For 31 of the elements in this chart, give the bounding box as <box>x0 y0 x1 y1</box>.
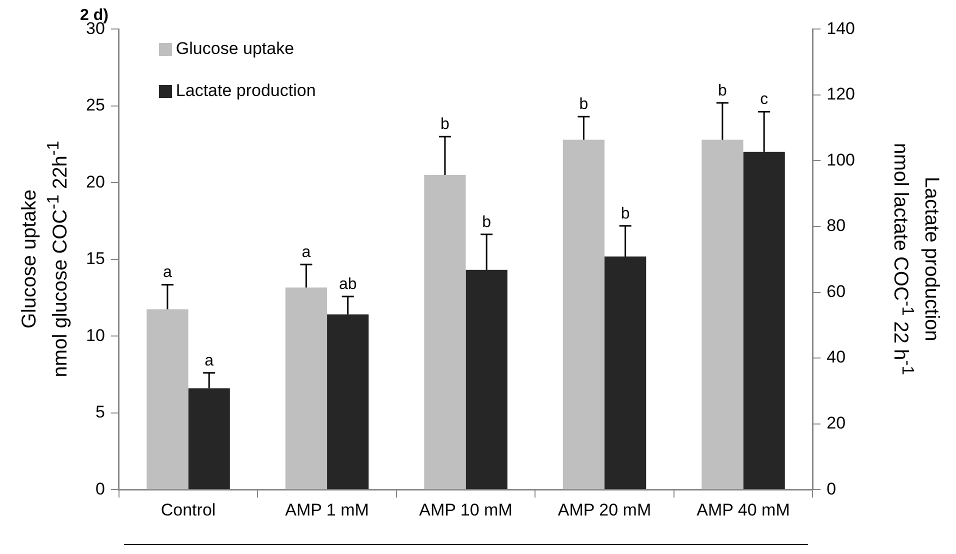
data-label: c <box>760 91 768 108</box>
x-tick-label: Control <box>160 500 216 520</box>
y-tick-label: 20 <box>86 172 105 192</box>
legend-label: Glucose uptake <box>176 39 294 60</box>
x-tick-label: AMP 20 mM <box>558 500 652 520</box>
data-label: a <box>302 244 311 261</box>
data-label: b <box>482 214 492 231</box>
legend-label: Lactate production <box>176 81 316 102</box>
y-tick-label: 5 <box>95 402 105 422</box>
y2-tick-label: 100 <box>826 150 856 170</box>
x-tick-label: AMP 1 mM <box>285 500 369 520</box>
y2-tick-label: 60 <box>826 282 846 301</box>
data-label: b <box>579 96 588 114</box>
data-label: ab <box>338 276 357 293</box>
y-tick-label: 25 <box>86 96 105 115</box>
y-tick-label: 0 <box>95 479 105 498</box>
y2-tick-label: 80 <box>826 216 846 236</box>
x-tick-label: AMP 40 mM <box>696 500 790 520</box>
x-tick-label: AMP 10 mM <box>419 500 512 520</box>
data-label: b <box>440 116 450 134</box>
data-label: a <box>204 352 214 370</box>
y2-tick-label: 40 <box>826 348 846 367</box>
y-tick-label: 15 <box>86 249 105 268</box>
y-tick-label: 10 <box>86 326 105 345</box>
data-label: a <box>163 264 172 282</box>
data-label: b <box>718 82 727 100</box>
y2-tick-label: 20 <box>826 414 846 433</box>
y2-tick-label: 140 <box>826 18 856 38</box>
y2-tick-label: 120 <box>826 84 856 104</box>
data-label: b <box>620 205 630 222</box>
y2-tick-label: 0 <box>826 479 836 498</box>
